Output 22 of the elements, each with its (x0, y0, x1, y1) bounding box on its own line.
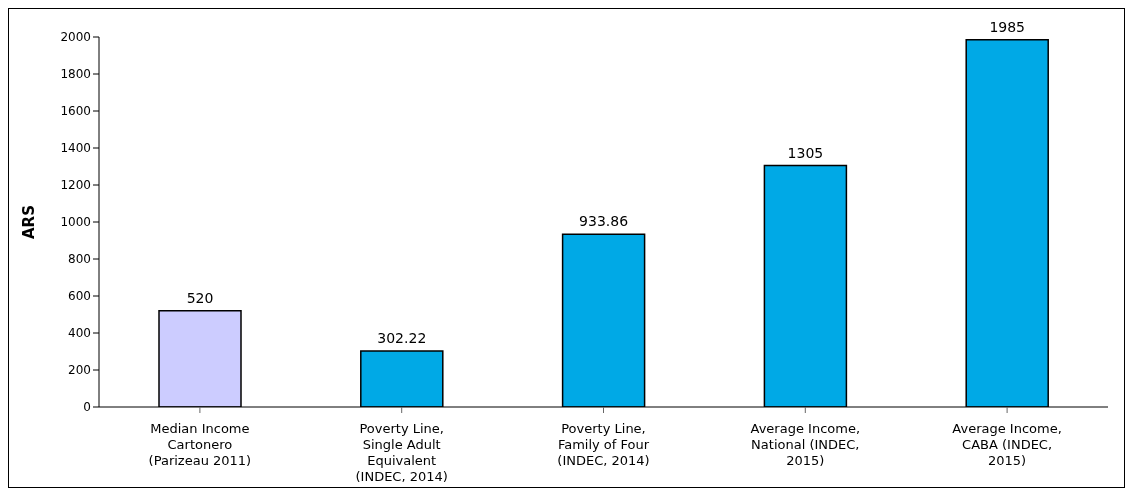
x-tick-label: Poverty Line, Family of Four (INDEC, 2014) (557, 421, 650, 468)
y-tick-label: 2000 (60, 30, 91, 45)
data-label: 933.86 (579, 213, 629, 230)
data-label: 1305 (787, 144, 824, 161)
x-tick-label: Average Income, CABA (INDEC, 2015) (952, 421, 1062, 468)
x-tick-label: Median Income Cartonero (Parizeau 2011) (148, 421, 252, 468)
data-label: 302.22 (377, 330, 427, 347)
y-tick-label: 1400 (60, 141, 91, 156)
y-tick-label: 0 (83, 400, 91, 415)
y-tick-label: 600 (68, 289, 91, 304)
data-label: 520 (186, 289, 214, 306)
x-tick-label: Poverty Line, Single Adult Equivalent (INDEC, 2014) (355, 421, 448, 484)
x-tick-label: Average Income, National (INDEC, 2015) (750, 421, 861, 468)
y-tick-label: 400 (68, 326, 91, 341)
y-tick-label: 1200 (60, 178, 91, 193)
y-tick-label: 1600 (60, 104, 91, 119)
y-tick-label: 800 (68, 252, 91, 267)
y-tick-label: 1000 (60, 215, 91, 230)
y-tick-label: 200 (68, 363, 91, 378)
y-axis-title: ARS (20, 205, 39, 239)
y-tick-label: 1800 (60, 67, 91, 82)
data-label: 1985 (989, 18, 1026, 35)
